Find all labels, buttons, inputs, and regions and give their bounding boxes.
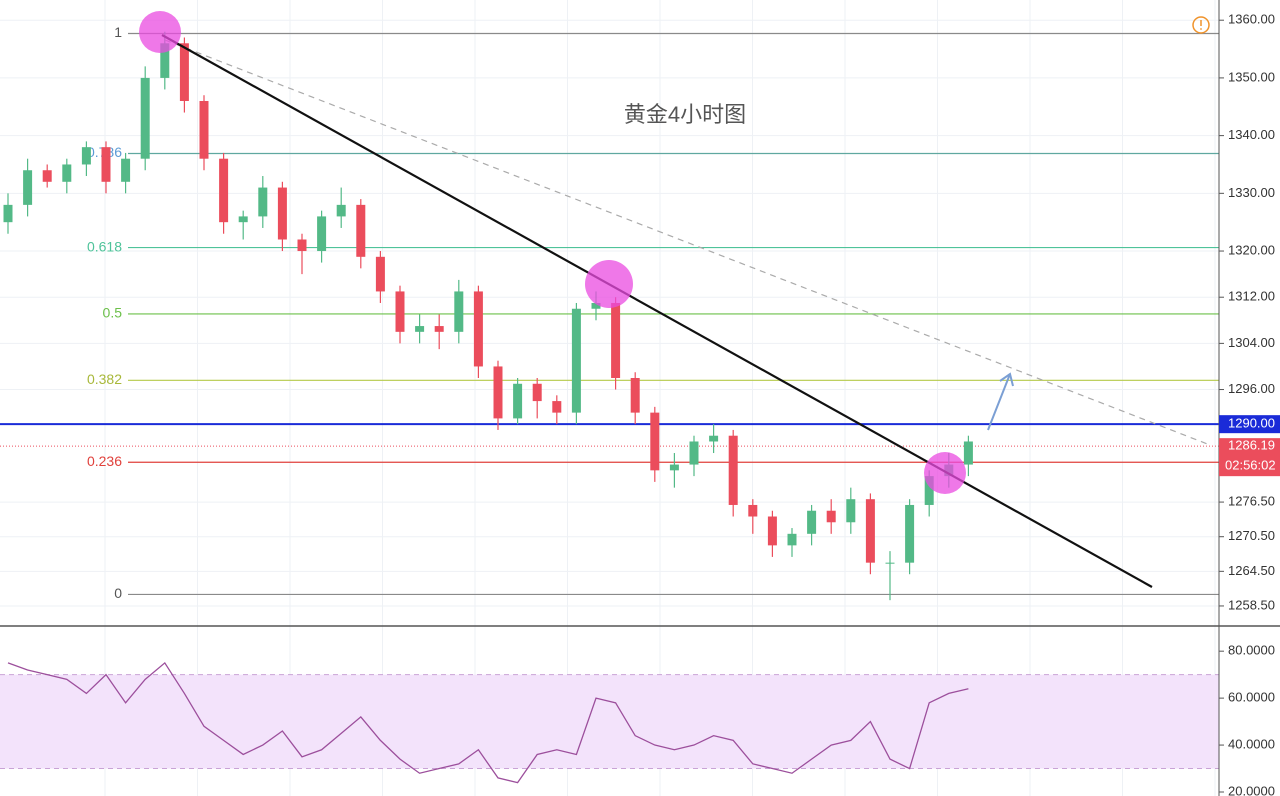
candle-body	[689, 441, 699, 465]
y-tick-label: 1264.50	[1228, 563, 1275, 578]
candle-body	[473, 291, 483, 367]
candle-body	[924, 476, 934, 505]
highlight-circle	[139, 11, 181, 53]
candle-body	[846, 499, 856, 523]
candle-body	[591, 302, 601, 309]
candle-body	[179, 43, 189, 101]
y-tick-label: 1270.50	[1228, 528, 1275, 543]
last-price-label: 1286.19	[1228, 438, 1275, 453]
y-tick-label: 1360.00	[1228, 12, 1275, 27]
candle-body	[81, 147, 91, 165]
candle-body	[121, 158, 131, 182]
axis-tags: 1360.00 1350.00 1340.00 1330.00 1320.00 1312.…	[1219, 12, 1280, 796]
candle-body	[219, 158, 229, 223]
candle-body	[493, 366, 503, 419]
y-tick-label: 1340.00	[1228, 127, 1275, 142]
candle-body	[277, 187, 287, 240]
alert-icon	[1192, 16, 1210, 34]
candle-body	[767, 516, 777, 546]
candle-body	[415, 326, 425, 332]
candle-body	[571, 308, 581, 413]
y-tick-label: 1276.50	[1228, 494, 1275, 509]
y-tick-label: 1258.50	[1228, 597, 1275, 612]
highlight-circle	[585, 260, 633, 308]
candle-body	[552, 401, 562, 413]
candle-body	[787, 533, 797, 546]
rsi-band	[0, 674, 1219, 769]
fib-level-label: 0.236	[87, 453, 122, 469]
y-tick-label: 60.0000	[1228, 690, 1275, 705]
candle-body	[513, 383, 523, 419]
arrow	[987, 373, 1011, 431]
candle-body	[669, 464, 679, 471]
candle-body	[905, 504, 915, 563]
candle-body	[748, 504, 758, 517]
candle-body	[3, 204, 13, 223]
candle-body	[336, 204, 346, 217]
trendline	[161, 34, 1153, 588]
fib-level-label: 0	[114, 585, 122, 601]
rsi-line	[7, 661, 969, 784]
candle-body	[258, 187, 268, 217]
fib-level-label: 0.382	[87, 371, 122, 387]
y-tick-label: 1320.00	[1228, 242, 1275, 257]
candle-body	[630, 378, 640, 413]
rsi-pane	[0, 650, 1224, 793]
candle-body	[395, 291, 405, 332]
candle-body	[865, 499, 875, 563]
candle-body	[62, 164, 72, 182]
candle-body	[826, 510, 836, 523]
candle-body	[297, 239, 307, 252]
fib-level-label: 1	[114, 24, 122, 40]
candle-body	[160, 43, 170, 78]
candle-body	[807, 510, 817, 534]
candle-body	[611, 302, 621, 379]
fib-level-label: 0.618	[87, 238, 122, 254]
candle-body	[434, 326, 444, 332]
y-tick-label: 40.0000	[1228, 737, 1275, 752]
vertical-grid	[104, 0, 1216, 796]
fib-level-label: 0.5	[103, 305, 123, 321]
candle-body	[532, 383, 542, 402]
y-tick-label: 1296.00	[1228, 381, 1275, 396]
candle-body	[317, 216, 327, 252]
annotation: 黄金4小时图	[624, 102, 746, 127]
candle-body	[238, 216, 248, 223]
candle-body	[375, 256, 385, 292]
y-tick-label: 1350.00	[1228, 69, 1275, 84]
drawings	[139, 11, 1211, 588]
horizontal-line-tag-label: 1290.00	[1228, 416, 1275, 431]
candle-body	[885, 562, 895, 564]
candle-body	[42, 170, 52, 182]
candle-body	[356, 204, 366, 257]
last-price-tag	[1219, 438, 1280, 477]
candle-body	[101, 147, 111, 182]
candle-body	[963, 441, 973, 465]
y-tick-label: 80.0000	[1228, 643, 1275, 658]
y-tick-label: 1312.00	[1228, 289, 1275, 304]
candle-body	[650, 412, 660, 471]
y-tick-label: 1330.00	[1228, 185, 1275, 200]
candle-body	[23, 170, 33, 205]
candle-body	[140, 77, 150, 159]
candle-body	[199, 100, 209, 159]
countdown: 02:56:02	[1225, 458, 1276, 473]
candle-body	[728, 435, 738, 505]
candle-body	[709, 435, 719, 442]
horizontal-line-tag	[1219, 415, 1280, 434]
candle-body	[454, 291, 464, 332]
highlight-circle	[924, 452, 966, 494]
alert-icon-dot	[1200, 28, 1202, 30]
y-tick-label: 1304.00	[1228, 335, 1275, 350]
arrow-head	[999, 372, 1014, 387]
y-tick-label: 20.0000	[1228, 783, 1275, 796]
